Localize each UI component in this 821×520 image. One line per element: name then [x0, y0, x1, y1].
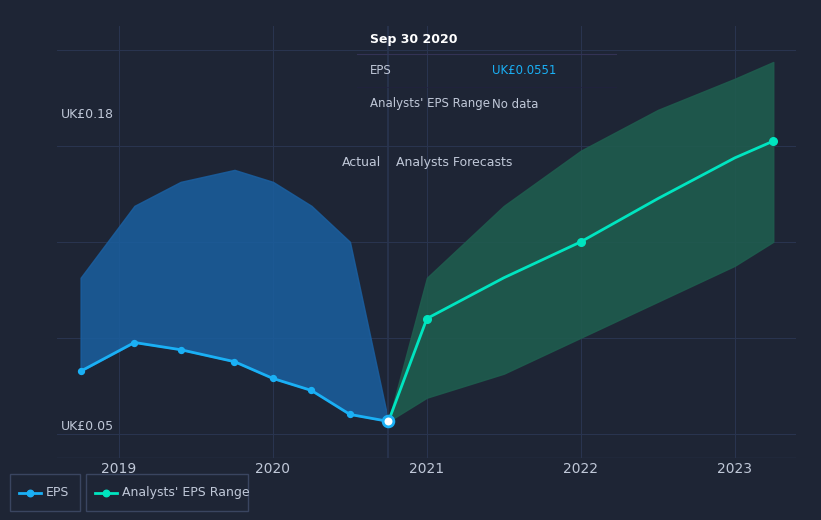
Point [382, 417, 395, 425]
Point [420, 315, 433, 323]
Text: Actual: Actual [342, 156, 381, 169]
Point [23, 489, 36, 497]
Text: Analysts Forecasts: Analysts Forecasts [396, 156, 512, 169]
Text: EPS: EPS [370, 64, 392, 77]
Point [74, 367, 87, 375]
Text: UK£0.18: UK£0.18 [61, 108, 113, 121]
Text: Analysts' EPS Range: Analysts' EPS Range [370, 98, 490, 110]
Text: No data: No data [492, 98, 538, 110]
Point [343, 410, 356, 419]
Point [228, 358, 241, 366]
Point [128, 339, 141, 347]
Text: Analysts' EPS Range: Analysts' EPS Range [122, 486, 250, 499]
Text: Sep 30 2020: Sep 30 2020 [370, 33, 457, 46]
Point [767, 137, 780, 145]
Point [99, 489, 112, 497]
Point [574, 238, 587, 246]
Point [305, 386, 318, 395]
Text: UK£0.0551: UK£0.0551 [492, 64, 556, 77]
Point [382, 417, 395, 425]
Point [174, 345, 187, 354]
Point [266, 374, 279, 383]
Text: EPS: EPS [46, 486, 70, 499]
Text: UK£0.05: UK£0.05 [61, 420, 113, 433]
